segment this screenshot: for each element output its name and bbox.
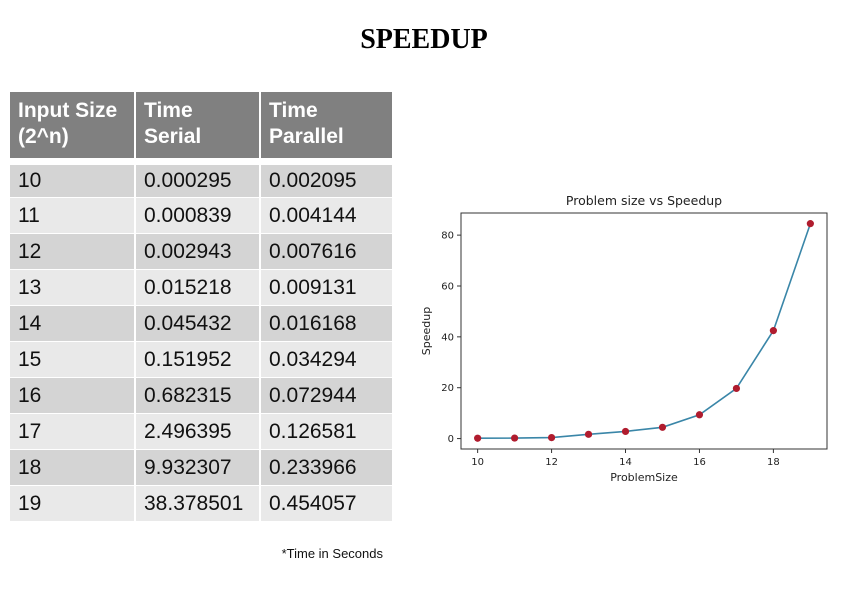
table-row: 13 0.015218 0.009131 xyxy=(10,269,392,306)
cell-time-serial: 0.015218 xyxy=(135,269,261,306)
cell-time-serial: 0.000839 xyxy=(135,197,261,234)
x-tick-label: 12 xyxy=(545,457,558,468)
cell-time-parallel: 0.034294 xyxy=(260,341,392,378)
y-tick-label: 0 xyxy=(448,434,454,445)
table-header-row: Input Size (2^n) Time Serial Time Parall… xyxy=(10,92,392,165)
cell-time-parallel: 0.009131 xyxy=(260,269,392,306)
data-point xyxy=(621,427,630,436)
cell-input-size: 16 xyxy=(10,377,136,414)
header-time-parallel: Time Parallel xyxy=(260,92,392,165)
y-tick-label: 40 xyxy=(441,332,454,343)
x-axis-label: ProblemSize xyxy=(610,471,678,484)
page-title: SPEEDUP xyxy=(360,24,488,55)
data-point xyxy=(584,430,593,438)
table-row: 15 0.151952 0.034294 xyxy=(10,341,392,378)
table-row: 11 0.000839 0.004144 xyxy=(10,197,392,234)
data-point xyxy=(658,423,667,431)
data-point xyxy=(732,384,741,393)
cell-input-size: 13 xyxy=(10,269,136,306)
data-point xyxy=(769,327,777,335)
cell-time-parallel: 0.016168 xyxy=(260,305,392,342)
cell-input-size: 12 xyxy=(10,233,136,270)
cell-time-serial: 0.045432 xyxy=(135,305,261,342)
cell-input-size: 10 xyxy=(10,161,136,198)
cell-input-size: 11 xyxy=(10,197,136,234)
cell-time-parallel: 0.072944 xyxy=(260,377,392,414)
chart-series xyxy=(474,220,814,442)
cell-time-parallel: 0.126581 xyxy=(260,413,392,450)
table-row: 12 0.002943 0.007616 xyxy=(10,233,392,270)
cell-time-serial: 0.000295 xyxy=(135,161,261,198)
cell-input-size: 15 xyxy=(10,341,136,378)
cell-input-size: 18 xyxy=(10,449,136,486)
cell-time-parallel: 0.454057 xyxy=(260,485,392,522)
y-tick-label: 20 xyxy=(441,383,454,394)
cell-time-serial: 2.496395 xyxy=(135,413,261,450)
timing-table: Input Size (2^n) Time Serial Time Parall… xyxy=(10,92,392,522)
table-row: 19 38.378501 0.454057 xyxy=(10,485,392,522)
cell-time-parallel: 0.007616 xyxy=(260,233,392,270)
table-row: 14 0.045432 0.016168 xyxy=(10,305,392,342)
cell-input-size: 14 xyxy=(10,305,136,342)
cell-time-parallel: 0.004144 xyxy=(260,197,392,234)
cell-time-serial: 9.932307 xyxy=(135,449,261,486)
cell-time-parallel: 0.233966 xyxy=(260,449,392,486)
speedup-line xyxy=(477,223,812,439)
cell-time-serial: 0.682315 xyxy=(135,377,261,414)
data-point xyxy=(695,411,704,419)
cell-time-parallel: 0.002095 xyxy=(260,161,392,198)
data-point xyxy=(511,434,519,442)
time-units-note: *Time in Seconds xyxy=(281,546,383,561)
x-tick-label: 16 xyxy=(693,457,706,468)
plot-frame xyxy=(460,212,828,450)
cell-input-size: 19 xyxy=(10,485,136,522)
chart-title: Problem size vs Speedup xyxy=(566,193,722,208)
table-row: 10 0.000295 0.002095 xyxy=(10,161,392,198)
cell-time-serial: 0.151952 xyxy=(135,341,261,378)
data-point xyxy=(806,220,814,228)
table-row: 16 0.682315 0.072944 xyxy=(10,377,392,414)
chart-axes: 10 12 14 16 18 0 20 40 60 80 xyxy=(441,231,779,468)
cell-input-size: 17 xyxy=(10,413,136,450)
x-tick-label: 14 xyxy=(619,457,632,468)
header-time-serial: Time Serial xyxy=(135,92,261,165)
data-point xyxy=(547,433,556,442)
y-tick-label: 60 xyxy=(441,281,454,292)
speedup-chart: Problem size vs Speedup 10 12 14 16 18 0 20 40 6… xyxy=(420,193,828,484)
y-tick-label: 80 xyxy=(441,231,454,242)
cell-time-serial: 38.378501 xyxy=(135,485,261,522)
x-tick-label: 18 xyxy=(767,457,780,468)
cell-time-serial: 0.002943 xyxy=(135,233,261,270)
data-point xyxy=(474,434,482,442)
table-row: 17 2.496395 0.126581 xyxy=(10,413,392,450)
table-row: 18 9.932307 0.233966 xyxy=(10,449,392,486)
x-tick-label: 10 xyxy=(471,457,484,468)
header-input-size: Input Size (2^n) xyxy=(10,92,136,165)
y-axis-label: Speedup xyxy=(420,307,433,355)
